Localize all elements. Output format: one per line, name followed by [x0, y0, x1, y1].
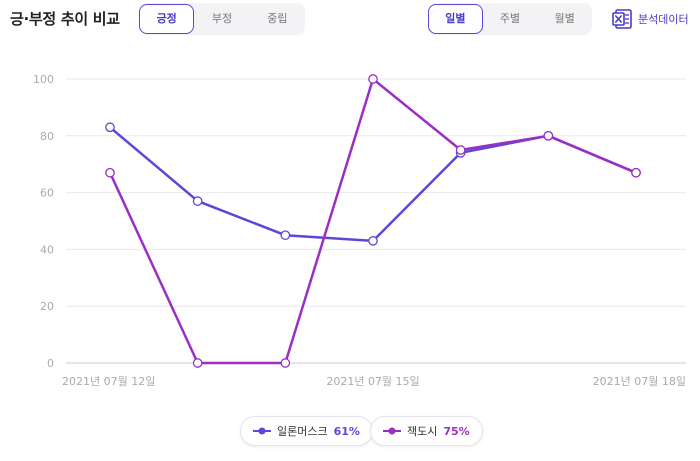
legend-marker-series-2 [383, 427, 401, 435]
period-tab-group: 일별 주별 월별 [428, 3, 592, 35]
data-point-series-1 [105, 122, 115, 133]
tab-monthly[interactable]: 월별 [554, 12, 575, 25]
y-tick-label: 0 [47, 357, 54, 370]
tab-daily[interactable]: 일별 [428, 4, 483, 34]
legend-item-series-1[interactable]: 일론머스크 61% [240, 416, 373, 446]
series-line-1 [108, 126, 638, 243]
export-data-label: 분석데이터 [638, 13, 689, 26]
y-tick-label: 60 [40, 187, 54, 200]
tab-negative[interactable]: 부정 [211, 12, 233, 25]
export-data-button[interactable]: 분석데이터 [612, 8, 689, 30]
tab-positive[interactable]: 긍정 [139, 4, 195, 34]
x-tick-label: 2021년 07월 15일 [326, 374, 419, 388]
sentiment-tab-group: 긍정 부정 중립 [139, 3, 305, 35]
tab-neutral[interactable]: 중립 [267, 12, 288, 25]
data-point-series-1 [368, 236, 378, 246]
data-point-series-2 [543, 130, 554, 141]
x-tick-label: 2021년 07월 12일 [62, 374, 155, 388]
legend-item-series-2[interactable]: 잭도시 75% [370, 416, 483, 446]
y-tick-label: 100 [33, 73, 54, 86]
data-point-series-2 [192, 358, 203, 368]
x-tick-label: 2021년 07월 18일 [593, 374, 686, 388]
data-point-series-1 [192, 196, 203, 206]
legend-series-percent: 75% [443, 424, 470, 438]
y-tick-label: 80 [40, 130, 54, 143]
y-tick-label: 40 [40, 243, 54, 256]
data-point-series-2 [368, 74, 378, 84]
excel-icon [612, 9, 632, 29]
page-title: 긍·부정 추이 비교 [10, 10, 120, 28]
data-point-series-1 [280, 230, 291, 241]
data-point-series-2 [280, 358, 291, 368]
data-point-series-2 [631, 167, 641, 178]
legend-series-name: 일론머스크 [277, 425, 328, 438]
data-point-series-2 [105, 167, 115, 178]
legend-series-percent: 61% [333, 424, 360, 438]
tab-weekly[interactable]: 주별 [499, 12, 521, 25]
data-point-series-2 [455, 145, 466, 155]
legend-marker-series-1 [253, 427, 271, 435]
y-tick-label: 20 [40, 300, 54, 313]
legend-series-name: 잭도시 [407, 425, 438, 438]
series-line-2 [108, 77, 638, 365]
